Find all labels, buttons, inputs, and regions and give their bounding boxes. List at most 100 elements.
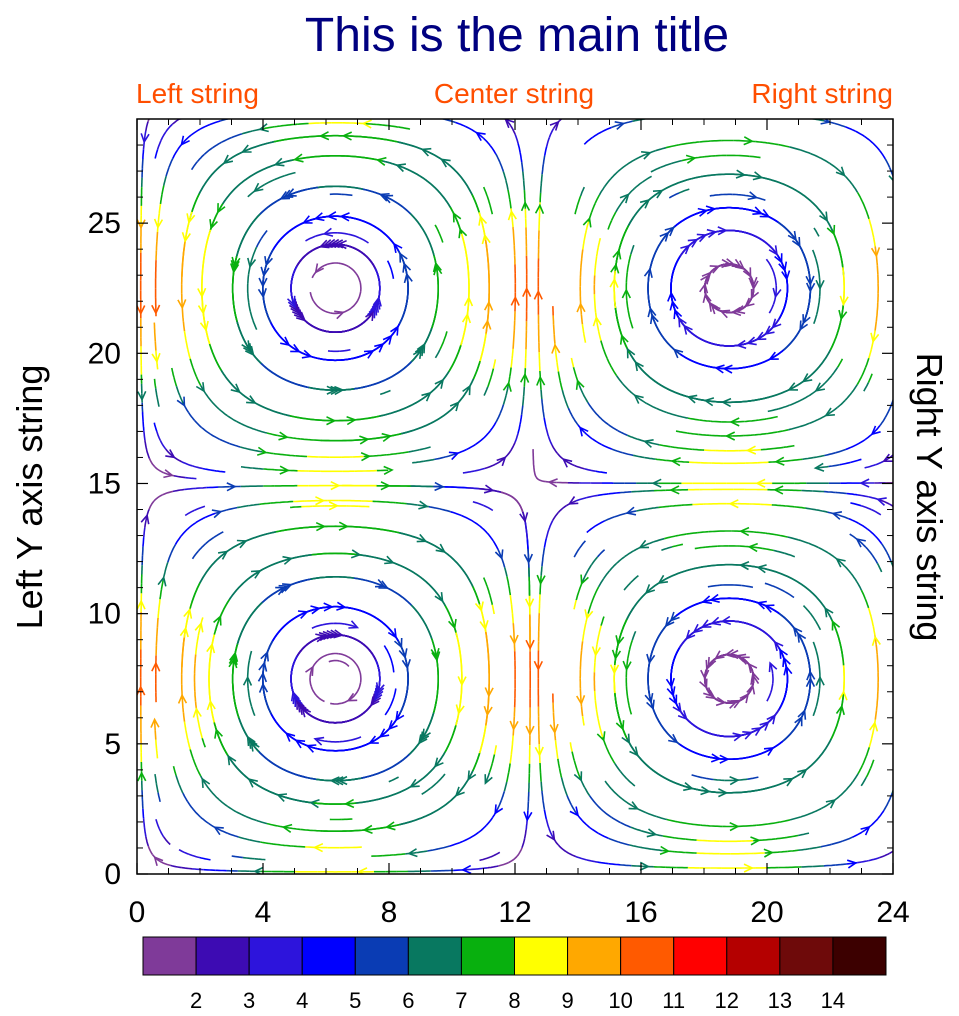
streamline-segment [811,366,820,375]
streamline-segment [557,758,561,769]
streamline-segment [486,249,489,259]
stream-arrow [773,485,784,495]
stream-arrow [478,215,488,226]
streamline-segment [787,849,799,853]
streamline-segment [818,277,821,287]
streamline-segment [669,504,682,507]
streamline-segment [235,420,247,427]
streamline-segment [660,233,669,243]
stream-arrow [611,649,622,661]
streamline-segment [897,482,908,483]
streamlines [139,114,908,873]
streamline-segment [388,791,400,797]
streamline-segment [755,140,768,144]
streamline-segment [554,740,558,750]
streamline-segment [199,123,211,130]
streamline-segment [320,388,332,391]
streamline-segment [232,293,235,304]
streamline-segment [900,598,901,607]
streamline-segment [476,360,481,371]
stream-arrow [479,620,489,631]
streamline-segment [154,466,164,474]
stream-arrow [153,855,164,867]
streamline-segment [242,856,255,860]
streamline-segment [266,822,279,827]
streamline-segment [358,218,370,225]
streamline-segment [363,136,376,139]
streamline-segment [647,685,651,696]
streamline-segment [439,340,445,350]
streamline-segment [181,114,191,119]
streamline-segment [493,745,498,755]
streamline-segment [467,299,470,309]
streamline-segment [545,426,550,437]
streamline-segment [145,449,151,459]
streamline-segment [815,258,819,269]
stream-arrow [402,261,412,273]
stream-arrow [378,193,390,202]
streamline-segment [564,459,575,467]
streamline-segment [790,186,801,194]
streamline-segment [644,456,656,460]
streamline-segment [462,326,467,337]
streamline-segment [808,198,817,207]
streamline-segment [235,708,240,719]
stream-arrow [236,539,248,549]
streamline-segment [553,334,556,344]
streamline-segment [282,844,294,847]
stream-arrow [592,315,602,327]
stream-arrow [703,397,715,407]
streamline-segment [141,412,144,422]
streamline-segment [472,586,478,596]
streamline-segment [156,431,162,442]
streamline-segment [802,605,811,614]
streamline-segment [349,355,361,360]
streamline-segment [290,505,302,509]
streamline-segment [487,258,490,268]
streamline-segment [509,595,513,605]
streamline-segment [747,789,759,793]
streamline-segment [884,158,891,168]
stream-arrow [177,299,187,310]
stream-arrow [137,771,147,782]
stream-arrow [569,806,580,817]
streamline-segment [692,210,704,216]
streamline-segment [238,836,250,841]
stream-arrow [626,347,636,359]
streamline-segment [582,239,586,250]
streamline-segment [209,120,221,126]
streamline-segment [753,531,766,534]
streamline-segment [358,505,370,508]
streamline-segment [171,367,175,378]
stream-arrow [222,154,234,165]
streamline-segment [596,634,600,645]
streamline-segment [199,574,206,584]
streamline-segment [321,329,333,333]
stream-arrow [286,188,297,197]
streamline-segment [678,188,690,194]
streamline-segment [681,503,693,507]
streamline-segment [710,420,722,423]
stream-arrow [399,251,408,263]
streamline-segment [812,641,818,652]
streamline-segment [289,415,301,419]
streamline-segment [260,841,272,845]
streamline-segment [777,780,789,786]
streamline-segment [517,423,521,434]
stream-arrow [835,166,846,177]
streamline-segment [290,293,295,303]
streamline-segment [144,518,148,528]
streamline-segment [583,136,593,145]
streamline-segment [489,595,494,605]
streamline-segment [682,214,694,221]
streamline-segment [621,383,631,392]
streamline-segment [319,307,331,314]
streamline-segment [252,143,264,149]
streamline-segment [301,505,313,508]
streamline-segment [902,607,903,616]
streamline-segment [817,267,821,278]
streamline-segment [445,452,457,458]
streamline-segment [867,373,873,383]
streamline-segment [540,781,543,792]
streamline-segment [872,424,881,434]
